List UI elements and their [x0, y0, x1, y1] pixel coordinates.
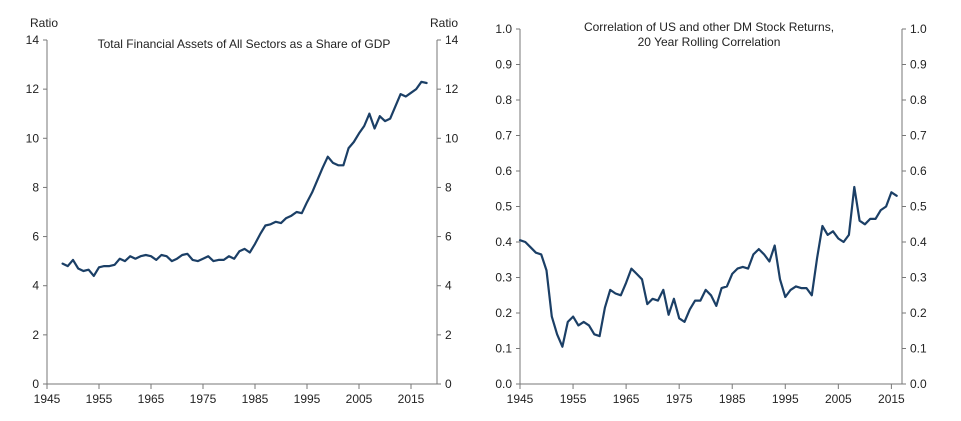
chart-left-axes: 0 0 2 2 4 4 6 6 8 8 10 10 12 12 14 14 1945 1955 1965 1975 19… — [26, 33, 459, 406]
x-tick-label: 1985 — [719, 392, 746, 406]
y-tick-label-left: 6 — [32, 230, 39, 244]
y-tick-label-left: 0.7 — [495, 129, 512, 143]
y-tick-label-right: 14 — [445, 33, 459, 47]
x-tick-label: 1975 — [190, 392, 217, 406]
chart-right-svg: Correlation of US and other DM Stock Ret… — [495, 20, 927, 406]
x-tick-label: 1985 — [242, 392, 269, 406]
y-tick-label-left: 0.4 — [495, 235, 512, 249]
chart-right-title: Correlation of US and other DM Stock Ret… — [584, 20, 834, 34]
y-tick-label-left: 2 — [32, 328, 39, 342]
y-tick-label-right: 0.4 — [910, 235, 927, 249]
x-tick-label: 2005 — [346, 392, 373, 406]
y-tick-label-left: 0.6 — [495, 164, 512, 178]
y-axis-label-left: Ratio — [30, 16, 58, 30]
x-tick-label: 2015 — [878, 392, 905, 406]
y-tick-label-right: 8 — [445, 180, 452, 194]
x-tick-label: 1945 — [507, 392, 534, 406]
chart-right-series-group — [518, 185, 898, 348]
y-tick-label-left: 0.5 — [495, 200, 512, 214]
y-tick-label-right: 6 — [445, 230, 452, 244]
y-tick-label-right: 0.8 — [910, 93, 927, 107]
y-tick-label-left: 0 — [32, 377, 39, 391]
y-tick-label-right: 0.9 — [910, 58, 927, 72]
y-tick-label-right: 2 — [445, 328, 452, 342]
x-tick-label: 1955 — [86, 392, 113, 406]
y-tick-label-left: 4 — [32, 279, 39, 293]
y-tick-label-right: 0.3 — [910, 271, 927, 285]
y-tick-label-right: 4 — [445, 279, 452, 293]
y-tick-label-right: 0.2 — [910, 306, 927, 320]
x-tick-label: 1975 — [666, 392, 693, 406]
y-tick-label-right: 0.7 — [910, 129, 927, 143]
y-tick-label-left: 14 — [26, 33, 40, 47]
chart-financial-assets-to-gdp: Total Financial Assets of All Sectors as… — [0, 0, 480, 421]
y-tick-label-left: 1.0 — [495, 22, 512, 36]
x-tick-label: 1965 — [613, 392, 640, 406]
x-tick-label: 2015 — [398, 392, 425, 406]
y-tick-label-left: 0.9 — [495, 58, 512, 72]
series-line — [518, 185, 898, 348]
chart-right-axes: 0.0 0.0 0.1 0.1 0.2 0.2 0.3 0.3 0.4 0.4 0.5 0.5 0.6 0… — [495, 22, 927, 406]
y-tick-label-right: 0.0 — [910, 377, 927, 391]
chart-dm-stock-correlation: Correlation of US and other DM Stock Ret… — [480, 0, 961, 421]
y-tick-label-right: 0.6 — [910, 164, 927, 178]
y-tick-label-right: 1.0 — [910, 22, 927, 36]
y-tick-label-right: 12 — [445, 82, 459, 96]
chart-left-title: Total Financial Assets of All Sectors as… — [98, 37, 391, 51]
y-tick-label-left: 8 — [32, 180, 39, 194]
x-tick-label: 1965 — [138, 392, 165, 406]
y-tick-label-right: 0.1 — [910, 342, 927, 356]
x-tick-label: 1945 — [34, 392, 61, 406]
x-tick-label: 2005 — [825, 392, 852, 406]
y-tick-label-left: 0.1 — [495, 342, 512, 356]
y-tick-label-left: 10 — [26, 131, 40, 145]
y-tick-label-right: 0.5 — [910, 200, 927, 214]
x-tick-label: 1995 — [772, 392, 799, 406]
y-tick-label-left: 0.2 — [495, 306, 512, 320]
y-tick-label-left: 0.0 — [495, 377, 512, 391]
y-tick-label-left: 12 — [26, 82, 40, 96]
chart-right-subtitle: 20 Year Rolling Correlation — [638, 35, 781, 49]
y-axis-label-right: Ratio — [430, 16, 458, 30]
x-tick-label: 1955 — [560, 392, 587, 406]
y-tick-label-right: 0 — [445, 377, 452, 391]
x-tick-label: 1995 — [294, 392, 321, 406]
series-line — [61, 80, 428, 277]
y-tick-label-left: 0.3 — [495, 271, 512, 285]
y-tick-label-right: 10 — [445, 131, 459, 145]
y-tick-label-left: 0.8 — [495, 93, 512, 107]
chart-left-svg: Total Financial Assets of All Sectors as… — [26, 16, 459, 406]
chart-left-series-group — [61, 80, 428, 277]
